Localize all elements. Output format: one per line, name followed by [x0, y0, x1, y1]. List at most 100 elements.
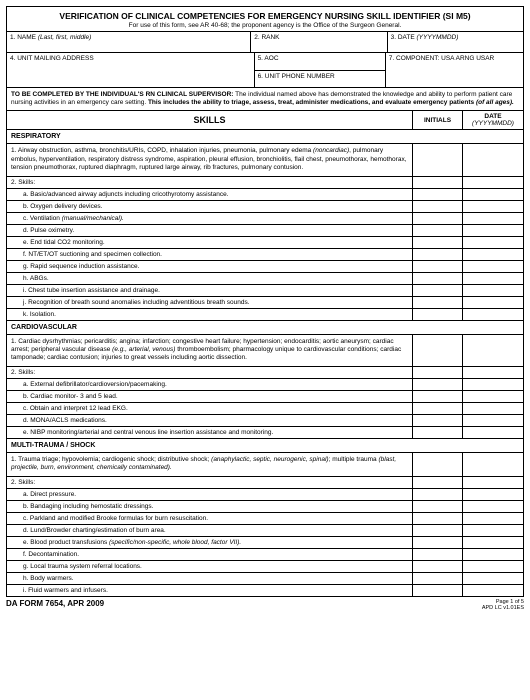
section-heading: CARDIOVASCULAR: [7, 321, 523, 335]
footer-left: DA FORM 7654, APR 2009: [6, 599, 104, 611]
date-box[interactable]: [463, 189, 523, 200]
date-box[interactable]: [463, 561, 523, 572]
date-box[interactable]: [463, 367, 523, 378]
initials-box[interactable]: [413, 201, 463, 212]
skill-row: h. ABGs.: [7, 273, 523, 285]
field-name[interactable]: 1. NAME (Last, first, middle): [7, 32, 251, 52]
initials-box[interactable]: [413, 285, 463, 296]
skill-text: g. Rapid sequence induction assistance.: [7, 261, 413, 272]
initials-box[interactable]: [413, 537, 463, 548]
date-box[interactable]: [463, 335, 523, 366]
date-box[interactable]: [463, 537, 523, 548]
skill-row: k. Isolation.: [7, 309, 523, 321]
initials-box[interactable]: [413, 585, 463, 596]
initials-box[interactable]: [413, 391, 463, 402]
date-box[interactable]: [463, 549, 523, 560]
initials-box[interactable]: [413, 249, 463, 260]
initials-box[interactable]: [413, 213, 463, 224]
initials-box[interactable]: [413, 177, 463, 188]
col-initials: INITIALS: [413, 111, 463, 129]
initials-box[interactable]: [413, 225, 463, 236]
initials-box[interactable]: [413, 309, 463, 320]
initials-box[interactable]: [413, 513, 463, 524]
section-heading: MULTI-TRAUMA / SHOCK: [7, 439, 523, 453]
date-box[interactable]: [463, 379, 523, 390]
date-box[interactable]: [463, 273, 523, 284]
skill-row: a. Direct pressure.: [7, 489, 523, 501]
skill-row: g. Local trauma system referral location…: [7, 561, 523, 573]
date-box[interactable]: [463, 415, 523, 426]
date-box[interactable]: [463, 297, 523, 308]
initials-box[interactable]: [413, 415, 463, 426]
section-intro-row: 1. Trauma triage; hypovolemia; cardiogen…: [7, 453, 523, 477]
skill-text: i. Chest tube insertion assistance and d…: [7, 285, 413, 296]
field-rank[interactable]: 2. RANK: [251, 32, 387, 52]
skill-row: e. NIBP monitoring/arterial and central …: [7, 427, 523, 439]
initials-box[interactable]: [413, 367, 463, 378]
initials-box[interactable]: [413, 403, 463, 414]
skill-text: g. Local trauma system referral location…: [7, 561, 413, 572]
initials-box[interactable]: [413, 261, 463, 272]
date-box[interactable]: [463, 309, 523, 320]
skills-label-row: 2. Skills:: [7, 367, 523, 379]
skills-title: SKILLS: [7, 111, 413, 129]
skill-text: e. End tidal CO2 monitoring.: [7, 237, 413, 248]
date-box[interactable]: [463, 237, 523, 248]
date-box[interactable]: [463, 477, 523, 488]
date-box[interactable]: [463, 427, 523, 438]
date-box[interactable]: [463, 285, 523, 296]
initials-box[interactable]: [413, 297, 463, 308]
date-box[interactable]: [463, 489, 523, 500]
section-intro-row: 1. Airway obstruction, asthma, bronchiti…: [7, 144, 523, 176]
skill-row: j. Recognition of breath sound anomalies…: [7, 297, 523, 309]
initials-box[interactable]: [413, 549, 463, 560]
section-intro-text: 1. Airway obstruction, asthma, bronchiti…: [7, 144, 413, 175]
date-box[interactable]: [463, 213, 523, 224]
field-phone[interactable]: 6. UNIT PHONE NUMBER: [255, 71, 386, 88]
field-address[interactable]: 4. UNIT MAILING ADDRESS: [7, 53, 255, 87]
date-box[interactable]: [463, 573, 523, 584]
skill-text: c. Ventilation (manual/mechanical).: [7, 213, 413, 224]
header-row-2: 4. UNIT MAILING ADDRESS 5. AOC 6. UNIT P…: [7, 53, 523, 87]
section-intro-text: 1. Cardiac dysrhythmias; pericarditis; a…: [7, 335, 413, 366]
skill-row: h. Body warmers.: [7, 573, 523, 585]
date-box[interactable]: [463, 585, 523, 596]
skill-text: a. Direct pressure.: [7, 489, 413, 500]
initials-box[interactable]: [413, 335, 463, 366]
skill-row: c. Obtain and interpret 12 lead EKG.: [7, 403, 523, 415]
initials-box[interactable]: [413, 489, 463, 500]
skill-row: b. Oxygen delivery devices.: [7, 201, 523, 213]
date-box[interactable]: [463, 201, 523, 212]
skill-row: d. Lund/Browder charting/estimation of b…: [7, 525, 523, 537]
date-box[interactable]: [463, 261, 523, 272]
date-box[interactable]: [463, 144, 523, 175]
initials-box[interactable]: [413, 573, 463, 584]
date-box[interactable]: [463, 403, 523, 414]
initials-box[interactable]: [413, 477, 463, 488]
initials-box[interactable]: [413, 525, 463, 536]
date-box[interactable]: [463, 453, 523, 476]
initials-box[interactable]: [413, 501, 463, 512]
date-box[interactable]: [463, 391, 523, 402]
date-box[interactable]: [463, 525, 523, 536]
initials-box[interactable]: [413, 379, 463, 390]
field-component[interactable]: 7. COMPONENT: USA ARNG USAR: [386, 53, 523, 87]
date-box[interactable]: [463, 177, 523, 188]
initials-box[interactable]: [413, 561, 463, 572]
skill-text: e. NIBP monitoring/arterial and central …: [7, 427, 413, 438]
initials-box[interactable]: [413, 189, 463, 200]
header-row-1: 1. NAME (Last, first, middle) 2. RANK 3.…: [7, 32, 523, 52]
date-box[interactable]: [463, 513, 523, 524]
field-aoc[interactable]: 5. AOC: [255, 53, 386, 71]
initials-box[interactable]: [413, 237, 463, 248]
initials-box[interactable]: [413, 273, 463, 284]
field-date[interactable]: 3. DATE (YYYYMMDD): [388, 32, 523, 52]
title-row: VERIFICATION OF CLINICAL COMPETENCIES FO…: [7, 7, 523, 31]
initials-box[interactable]: [413, 427, 463, 438]
initials-box[interactable]: [413, 453, 463, 476]
date-box[interactable]: [463, 225, 523, 236]
initials-box[interactable]: [413, 144, 463, 175]
skill-row: a. Basic/advanced airway adjuncts includ…: [7, 189, 523, 201]
date-box[interactable]: [463, 249, 523, 260]
date-box[interactable]: [463, 501, 523, 512]
